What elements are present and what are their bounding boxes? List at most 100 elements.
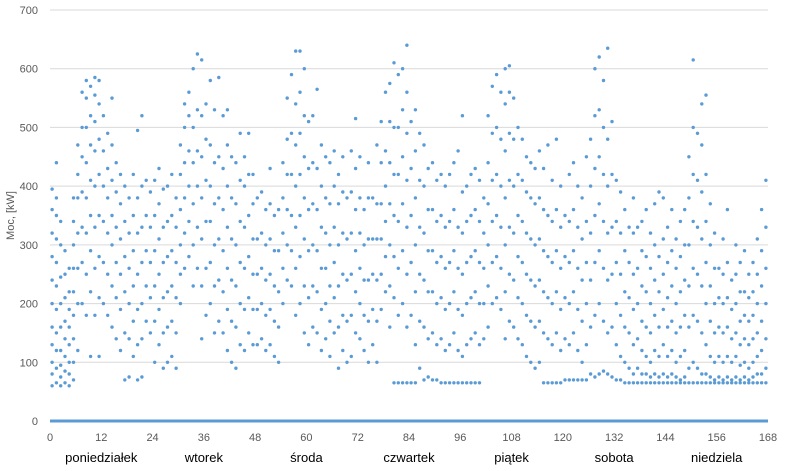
data-point — [670, 284, 674, 288]
data-point — [161, 296, 165, 300]
data-point — [366, 237, 371, 241]
data-point — [687, 325, 691, 329]
data-point — [601, 125, 606, 130]
day-label: sobota — [595, 450, 635, 465]
data-point — [627, 381, 631, 385]
data-point — [687, 243, 691, 247]
data-point — [409, 313, 413, 317]
data-point — [413, 381, 418, 385]
data-point — [272, 249, 277, 253]
data-point — [302, 67, 306, 71]
data-point — [700, 102, 704, 106]
data-point — [242, 348, 247, 353]
data-point — [285, 96, 289, 100]
data-point — [110, 284, 114, 288]
data-point — [174, 225, 178, 229]
data-point — [704, 381, 708, 385]
data-point — [700, 331, 704, 335]
data-point — [734, 301, 738, 306]
data-point — [54, 196, 59, 200]
data-point — [161, 260, 165, 265]
data-point — [392, 125, 396, 130]
data-point — [657, 325, 661, 329]
day-label: piątek — [494, 450, 529, 465]
data-point — [447, 219, 452, 224]
data-point — [635, 337, 640, 341]
data-point — [503, 243, 507, 247]
data-point — [71, 290, 76, 294]
data-point — [50, 325, 54, 329]
data-point — [140, 225, 144, 229]
data-point — [653, 381, 657, 385]
data-point — [204, 137, 208, 141]
data-point — [400, 108, 405, 112]
data-point — [388, 202, 392, 206]
data-point — [97, 254, 101, 259]
data-point — [567, 219, 571, 224]
data-point — [640, 319, 644, 323]
data-point — [623, 360, 627, 364]
data-point — [683, 207, 687, 212]
data-point — [725, 375, 730, 379]
data-point — [229, 319, 234, 323]
data-point — [332, 225, 336, 229]
data-point — [311, 325, 315, 329]
data-point — [430, 161, 435, 165]
data-point — [482, 337, 486, 341]
y-tick-label: 400 — [20, 181, 38, 193]
data-point — [674, 375, 678, 379]
data-point — [153, 213, 157, 218]
data-point — [298, 254, 302, 259]
x-tick-label: 12 — [95, 432, 107, 444]
data-point — [443, 348, 447, 353]
data-point — [460, 114, 465, 118]
data-point — [665, 296, 670, 300]
data-point — [721, 237, 725, 241]
data-point — [452, 290, 456, 294]
data-point — [409, 213, 413, 218]
data-point — [225, 143, 230, 147]
data-point — [648, 331, 653, 335]
data-point — [123, 184, 127, 188]
data-point — [597, 55, 601, 59]
data-point — [657, 381, 661, 385]
data-point — [700, 372, 704, 376]
data-point — [580, 360, 584, 364]
data-point — [588, 231, 593, 235]
data-point — [456, 307, 460, 312]
data-point — [678, 290, 683, 294]
data-point — [460, 272, 465, 276]
data-point — [550, 381, 554, 385]
data-point — [644, 325, 648, 329]
data-point — [759, 284, 764, 288]
data-point — [225, 184, 230, 188]
data-point — [742, 375, 747, 379]
data-point — [422, 378, 426, 382]
data-point — [63, 249, 67, 253]
data-point — [614, 378, 618, 382]
data-point — [674, 331, 678, 335]
data-point — [97, 102, 101, 106]
data-point — [153, 360, 157, 364]
data-point — [195, 149, 200, 153]
data-point — [734, 354, 738, 359]
data-point — [84, 125, 89, 130]
data-point — [648, 360, 653, 364]
data-point — [695, 225, 700, 229]
data-point — [606, 231, 610, 235]
data-point — [76, 348, 80, 353]
data-point — [247, 254, 251, 259]
data-point — [533, 166, 537, 171]
data-point — [114, 161, 118, 165]
data-point — [700, 381, 704, 385]
data-point — [371, 237, 375, 241]
data-point — [345, 319, 349, 323]
data-point — [571, 331, 576, 335]
data-point — [717, 354, 721, 359]
data-point — [67, 384, 71, 388]
data-point — [311, 114, 315, 118]
data-point — [751, 381, 755, 385]
data-point — [76, 301, 80, 306]
data-point — [533, 243, 537, 247]
data-point — [67, 266, 71, 270]
